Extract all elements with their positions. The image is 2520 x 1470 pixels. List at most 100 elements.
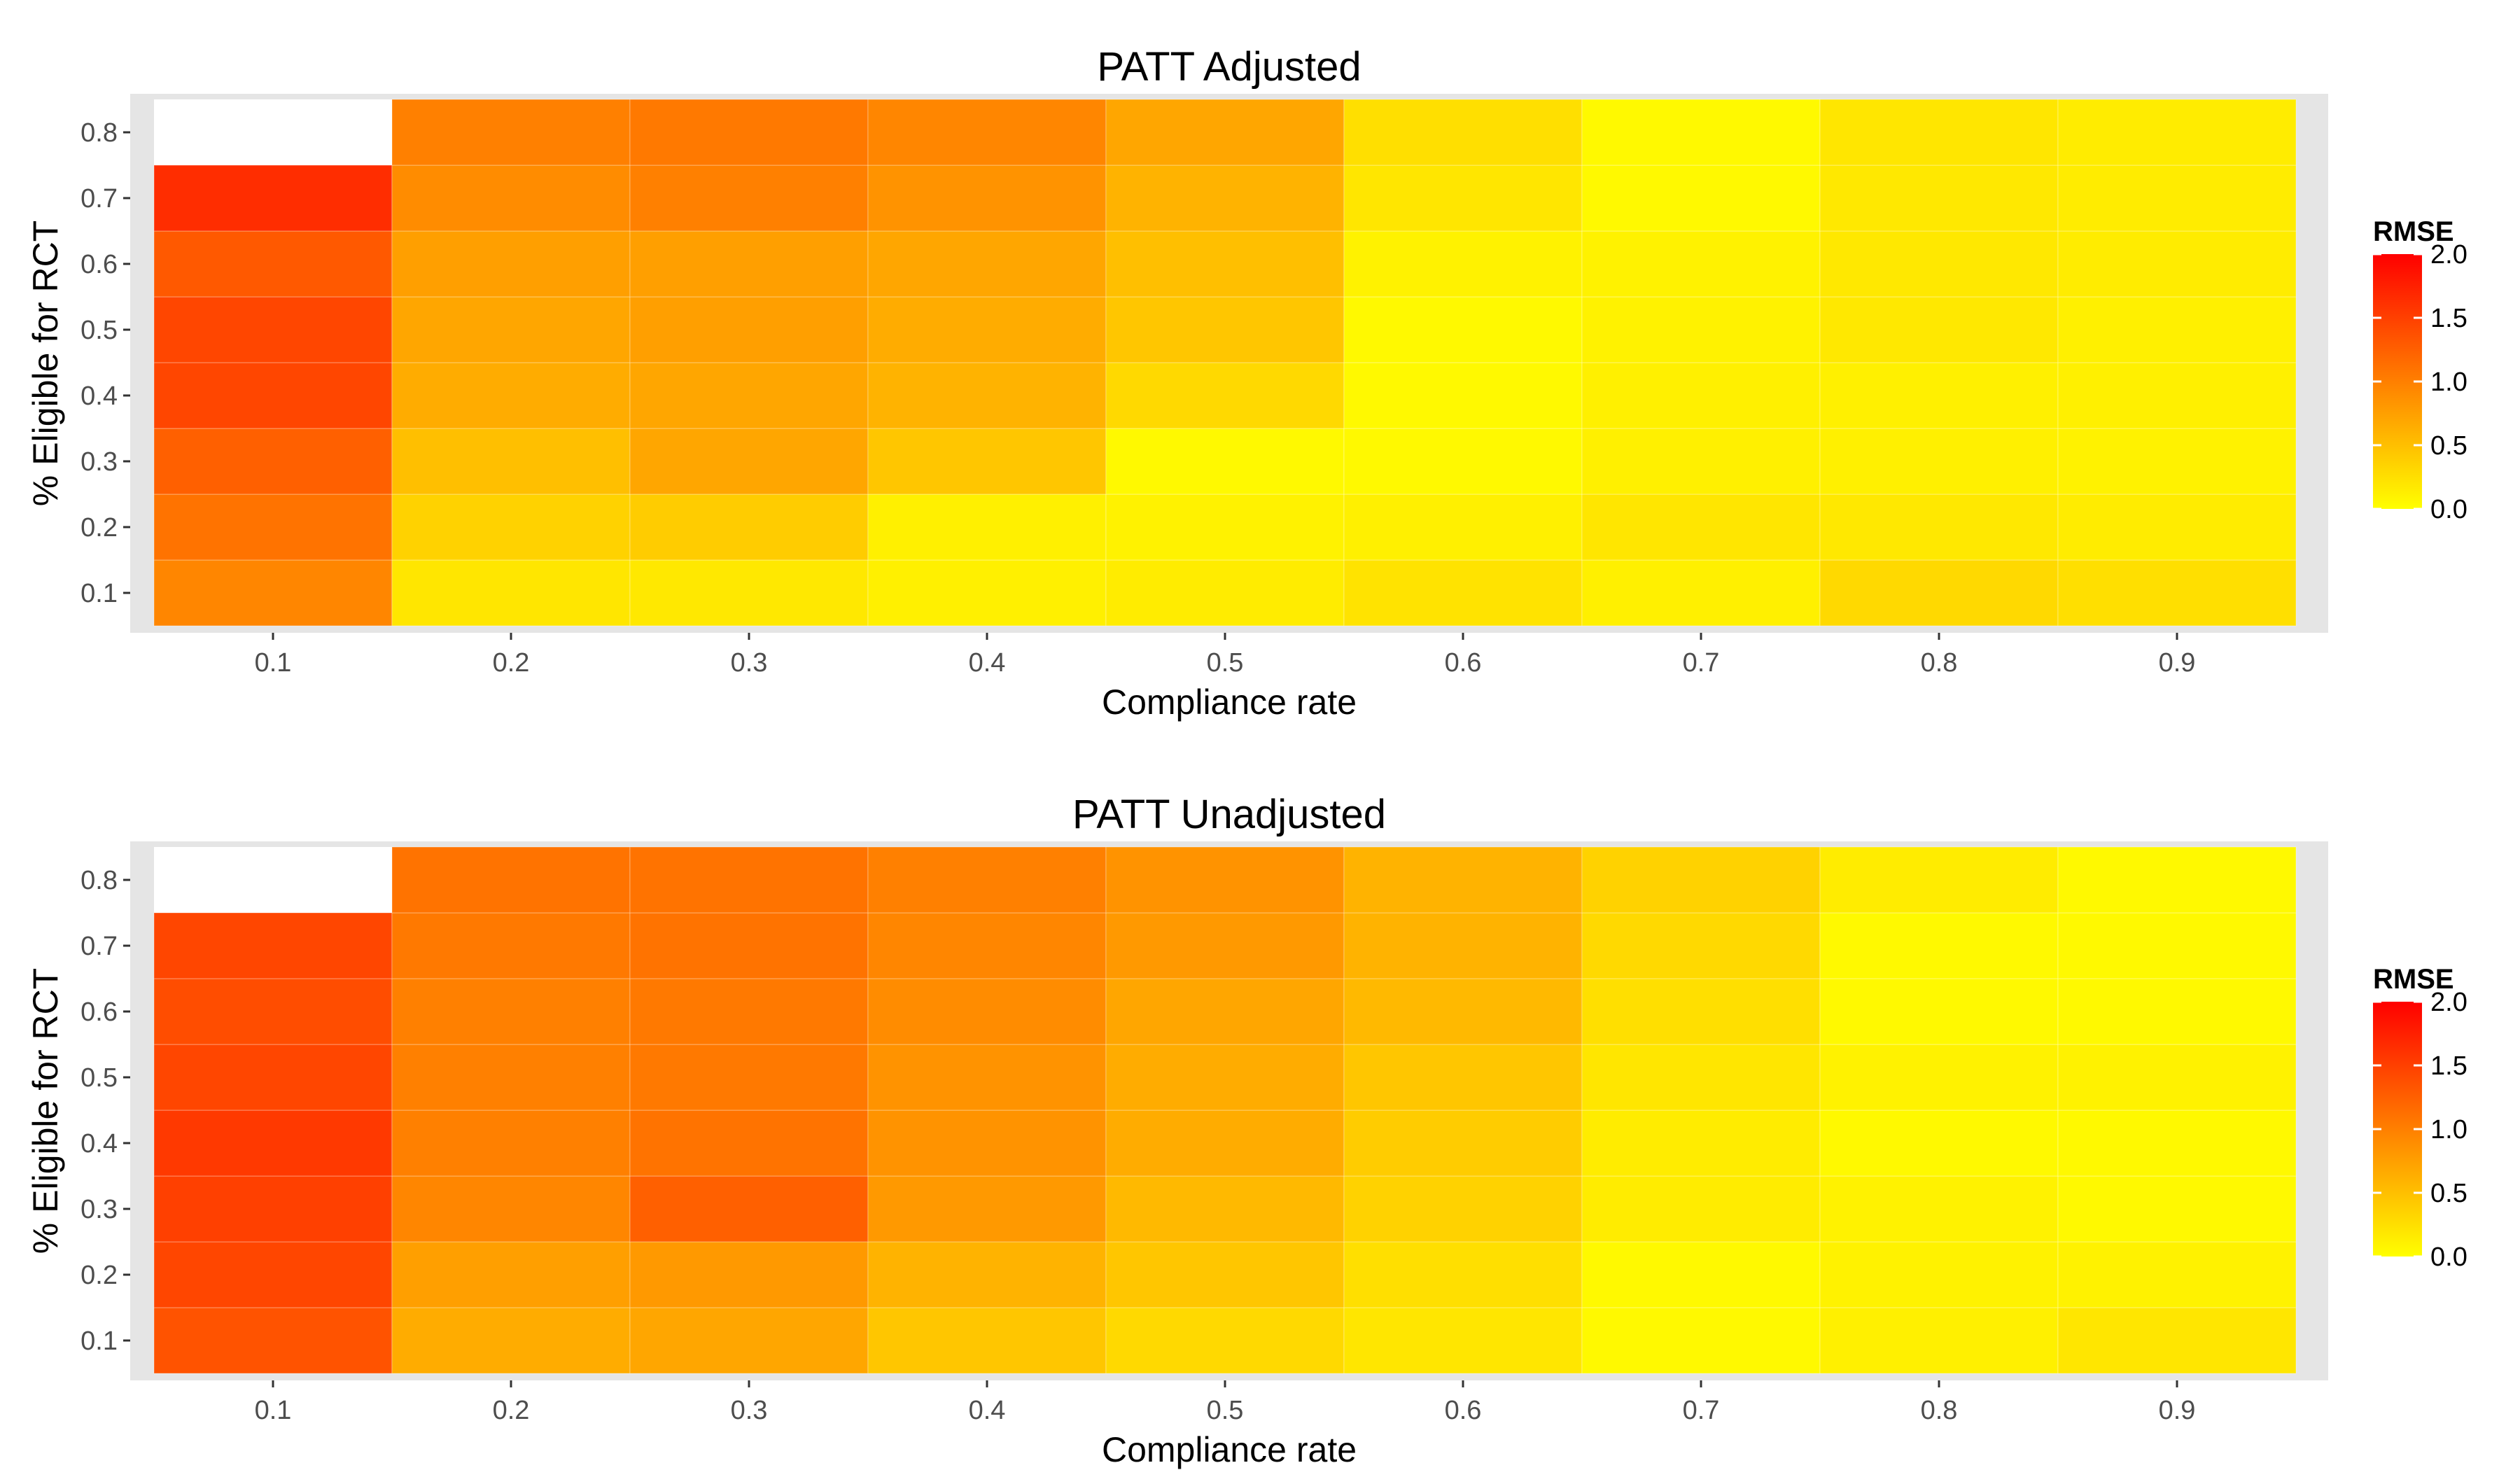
heatmap-cell bbox=[1819, 362, 2059, 429]
heatmap-cell bbox=[2057, 164, 2297, 232]
heatmap-cell bbox=[1343, 1044, 1583, 1111]
heatmap-cell bbox=[1343, 99, 1583, 166]
y-tick-label: 0.7 bbox=[80, 932, 118, 961]
x-tick-label: 0.4 bbox=[969, 1396, 1006, 1425]
heatmap-cell bbox=[1105, 978, 1345, 1045]
x-tick-label: 0.9 bbox=[2159, 1396, 2196, 1425]
legend-tick-label: 1.5 bbox=[2430, 304, 2468, 333]
y-tick-label: 0.4 bbox=[80, 1129, 118, 1158]
y-tick-label: 0.3 bbox=[80, 1195, 118, 1224]
heatmap-cell bbox=[1105, 362, 1345, 429]
heatmap-cell bbox=[391, 362, 631, 429]
legend-tick-label: 0.5 bbox=[2430, 1179, 2468, 1208]
heatmap-cell bbox=[153, 912, 393, 979]
legend-title: RMSE bbox=[2373, 964, 2454, 995]
heatmap-cell bbox=[391, 978, 631, 1045]
heatmap-cells bbox=[153, 846, 2297, 1374]
heatmap-cell bbox=[1581, 846, 1821, 913]
heatmap-cell bbox=[1105, 230, 1345, 298]
legend: RMSE 0.0 0.5 1.0 1.5 2.0 bbox=[2373, 964, 2468, 1272]
heatmap-cell bbox=[629, 846, 869, 913]
heatmap-cell bbox=[1581, 99, 1821, 166]
x-tick-label: 0.6 bbox=[1445, 648, 1482, 678]
heatmap-cell bbox=[153, 559, 393, 626]
heatmap-cell bbox=[1105, 1241, 1345, 1308]
x-tick-label: 0.8 bbox=[1921, 648, 1958, 678]
chart-title: PATT Unadjusted bbox=[1072, 792, 1386, 837]
legend-tick-label: 2.0 bbox=[2430, 240, 2468, 270]
heatmap-cell bbox=[867, 1175, 1107, 1242]
heatmap-cell bbox=[1343, 296, 1583, 363]
heatmap-cell bbox=[1343, 846, 1583, 913]
x-tick-label: 0.3 bbox=[731, 648, 768, 678]
heatmap-cell bbox=[1343, 164, 1583, 232]
heatmap-cell bbox=[391, 428, 631, 495]
heatmap-cell bbox=[391, 1175, 631, 1242]
heatmap-cell bbox=[629, 99, 869, 166]
heatmap-cell bbox=[1343, 493, 1583, 561]
x-axis-title: Compliance rate bbox=[1102, 682, 1357, 722]
heatmap-chart-adjusted: PATT Adjusted 0.1 0.2 0.3 0.4 0.5 0.6 0.7 0.8 0.… bbox=[26, 44, 2468, 722]
heatmap-cell bbox=[2057, 99, 2297, 166]
heatmap-cell bbox=[867, 978, 1107, 1045]
heatmap-cell bbox=[1819, 1110, 2059, 1177]
heatmap-cell bbox=[867, 846, 1107, 913]
heatmap-cell bbox=[1819, 846, 2059, 913]
heatmap-cell bbox=[1819, 1044, 2059, 1111]
heatmap-cell bbox=[2057, 1044, 2297, 1111]
heatmap-cell bbox=[867, 362, 1107, 429]
heatmap-cell bbox=[1581, 230, 1821, 298]
heatmap-cell bbox=[153, 1175, 393, 1242]
heatmap-cell bbox=[629, 978, 869, 1045]
heatmap-cell bbox=[1819, 493, 2059, 561]
y-tick-label: 0.1 bbox=[80, 579, 118, 608]
heatmap-cell bbox=[1343, 1241, 1583, 1308]
heatmap-cell bbox=[1105, 912, 1345, 979]
heatmap-cell bbox=[391, 230, 631, 298]
heatmap-cell bbox=[1105, 1175, 1345, 1242]
x-tick-label: 0.9 bbox=[2159, 648, 2196, 678]
y-tick-label: 0.6 bbox=[80, 997, 118, 1027]
heatmap-cell bbox=[1581, 296, 1821, 363]
heatmap-cell bbox=[391, 1044, 631, 1111]
heatmap-cell bbox=[629, 164, 869, 232]
y-axis-ticks: 0.1 0.2 0.3 0.4 0.5 0.6 0.7 0.8 bbox=[80, 118, 130, 608]
heatmap-cell bbox=[1581, 1241, 1821, 1308]
heatmap-cell bbox=[2057, 428, 2297, 495]
heatmap-cell bbox=[391, 1110, 631, 1177]
heatmap-cell bbox=[867, 493, 1107, 561]
heatmap-cell bbox=[629, 1241, 869, 1308]
heatmap-cell bbox=[391, 164, 631, 232]
x-tick-label: 0.3 bbox=[731, 1396, 768, 1425]
heatmap-cell bbox=[1343, 362, 1583, 429]
heatmap-chart-unadjusted: PATT Unadjusted 0.1 0.2 0.3 0.4 0.5 0.6 0.7 0.8… bbox=[26, 792, 2468, 1469]
heatmap-cell bbox=[1343, 1175, 1583, 1242]
y-axis-title: % Eligible for RCT bbox=[26, 220, 65, 506]
heatmap-cell bbox=[153, 230, 393, 298]
heatmap-cell bbox=[629, 230, 869, 298]
heatmap-cell bbox=[1105, 99, 1345, 166]
heatmap-cell bbox=[867, 912, 1107, 979]
heatmap-cell bbox=[153, 1044, 393, 1111]
x-tick-label: 0.7 bbox=[1683, 648, 1720, 678]
heatmap-cell bbox=[629, 1044, 869, 1111]
heatmap-cell bbox=[153, 296, 393, 363]
chart-title: PATT Adjusted bbox=[1097, 44, 1361, 90]
legend-tick-label: 2.0 bbox=[2430, 988, 2468, 1017]
legend: RMSE 0.0 0.5 1.0 1.5 2.0 bbox=[2373, 216, 2468, 524]
heatmap-cell bbox=[153, 362, 393, 429]
heatmap-cell bbox=[1105, 1307, 1345, 1374]
heatmap-cell bbox=[391, 1241, 631, 1308]
heatmap-cell bbox=[153, 978, 393, 1045]
heatmap-cell bbox=[1581, 1307, 1821, 1374]
heatmap-cell bbox=[867, 164, 1107, 232]
heatmap-cell bbox=[629, 362, 869, 429]
heatmap-cell bbox=[1819, 1241, 2059, 1308]
heatmap-cell bbox=[391, 99, 631, 166]
heatmap-cell bbox=[1581, 164, 1821, 232]
y-tick-label: 0.7 bbox=[80, 184, 118, 214]
heatmap-cell bbox=[1819, 1307, 2059, 1374]
heatmap-cell bbox=[391, 296, 631, 363]
heatmap-cell bbox=[1105, 296, 1345, 363]
